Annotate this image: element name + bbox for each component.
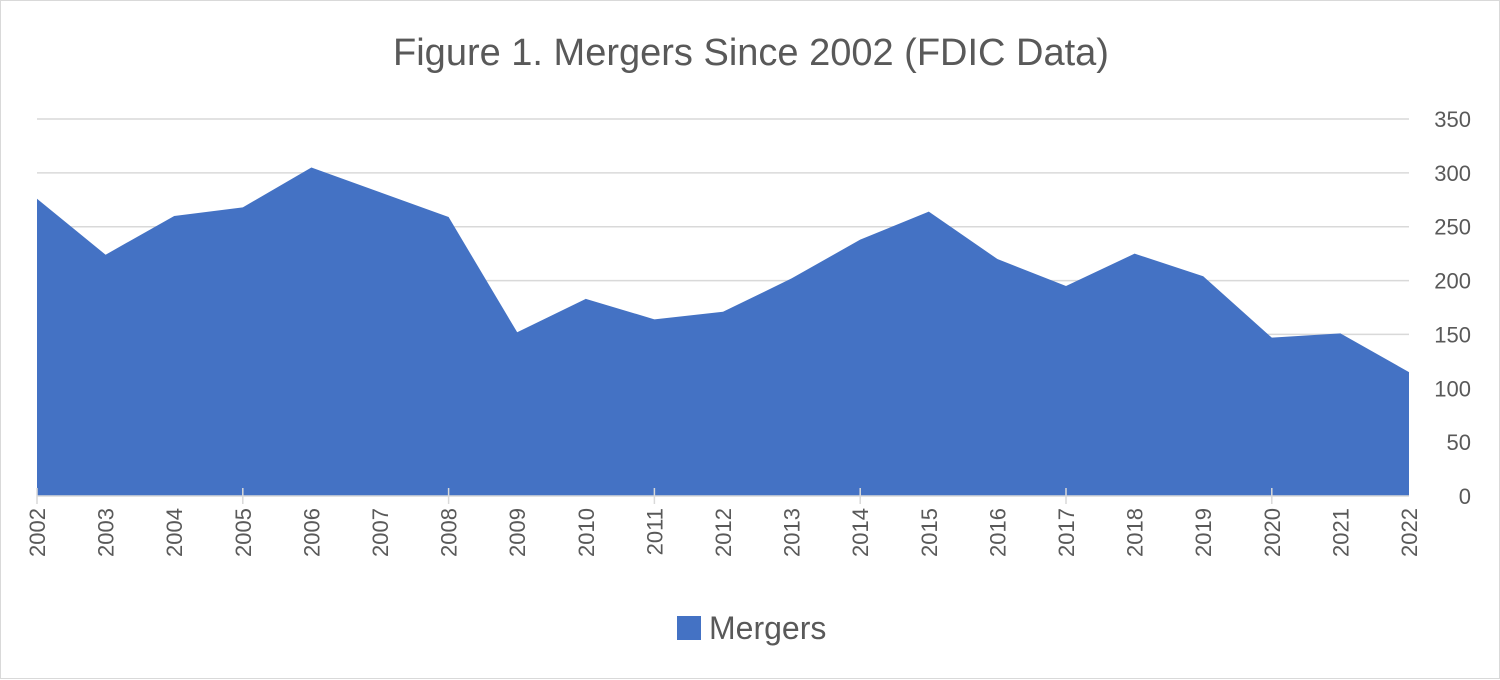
y-tick-label: 150 bbox=[1434, 322, 1471, 347]
x-tick-label: 2011 bbox=[642, 508, 667, 555]
y-tick-label: 100 bbox=[1434, 376, 1471, 401]
x-tick-label: 2022 bbox=[1397, 508, 1422, 557]
legend: Mergers bbox=[677, 610, 826, 646]
x-tick-label: 2010 bbox=[574, 508, 599, 557]
x-tick-label: 2004 bbox=[162, 508, 187, 557]
x-tick-label: 2018 bbox=[1123, 508, 1148, 557]
x-tick-label: 2012 bbox=[711, 508, 736, 557]
x-tick-label: 2015 bbox=[917, 508, 942, 557]
x-tick-label: 2021 bbox=[1328, 508, 1353, 557]
x-tick-label: 2020 bbox=[1260, 508, 1285, 557]
x-tick-label: 2016 bbox=[985, 508, 1010, 557]
x-tick-label: 2006 bbox=[299, 508, 324, 557]
legend-swatch bbox=[677, 616, 701, 640]
x-tick-label: 2019 bbox=[1191, 508, 1216, 557]
mergers-area bbox=[37, 167, 1409, 496]
x-tick-label: 2005 bbox=[231, 508, 256, 557]
x-tick-label: 2003 bbox=[94, 508, 119, 557]
x-tick-label: 2002 bbox=[25, 508, 50, 557]
legend-label: Mergers bbox=[709, 610, 826, 646]
chart-title: Figure 1. Mergers Since 2002 (FDIC Data) bbox=[393, 32, 1109, 74]
y-tick-label: 350 bbox=[1434, 107, 1471, 132]
x-tick-label: 2013 bbox=[780, 508, 805, 557]
x-tick-label: 2009 bbox=[505, 508, 530, 557]
y-tick-label: 250 bbox=[1434, 215, 1471, 240]
x-tick-label: 2008 bbox=[437, 508, 462, 557]
y-tick-label: 50 bbox=[1447, 430, 1471, 455]
y-tick-label: 0 bbox=[1459, 484, 1471, 509]
y-tick-label: 200 bbox=[1434, 269, 1471, 294]
x-tick-label: 2007 bbox=[368, 508, 393, 557]
y-tick-label: 300 bbox=[1434, 161, 1471, 186]
x-tick-label: 2017 bbox=[1054, 508, 1079, 557]
x-tick-label: 2014 bbox=[848, 508, 873, 557]
